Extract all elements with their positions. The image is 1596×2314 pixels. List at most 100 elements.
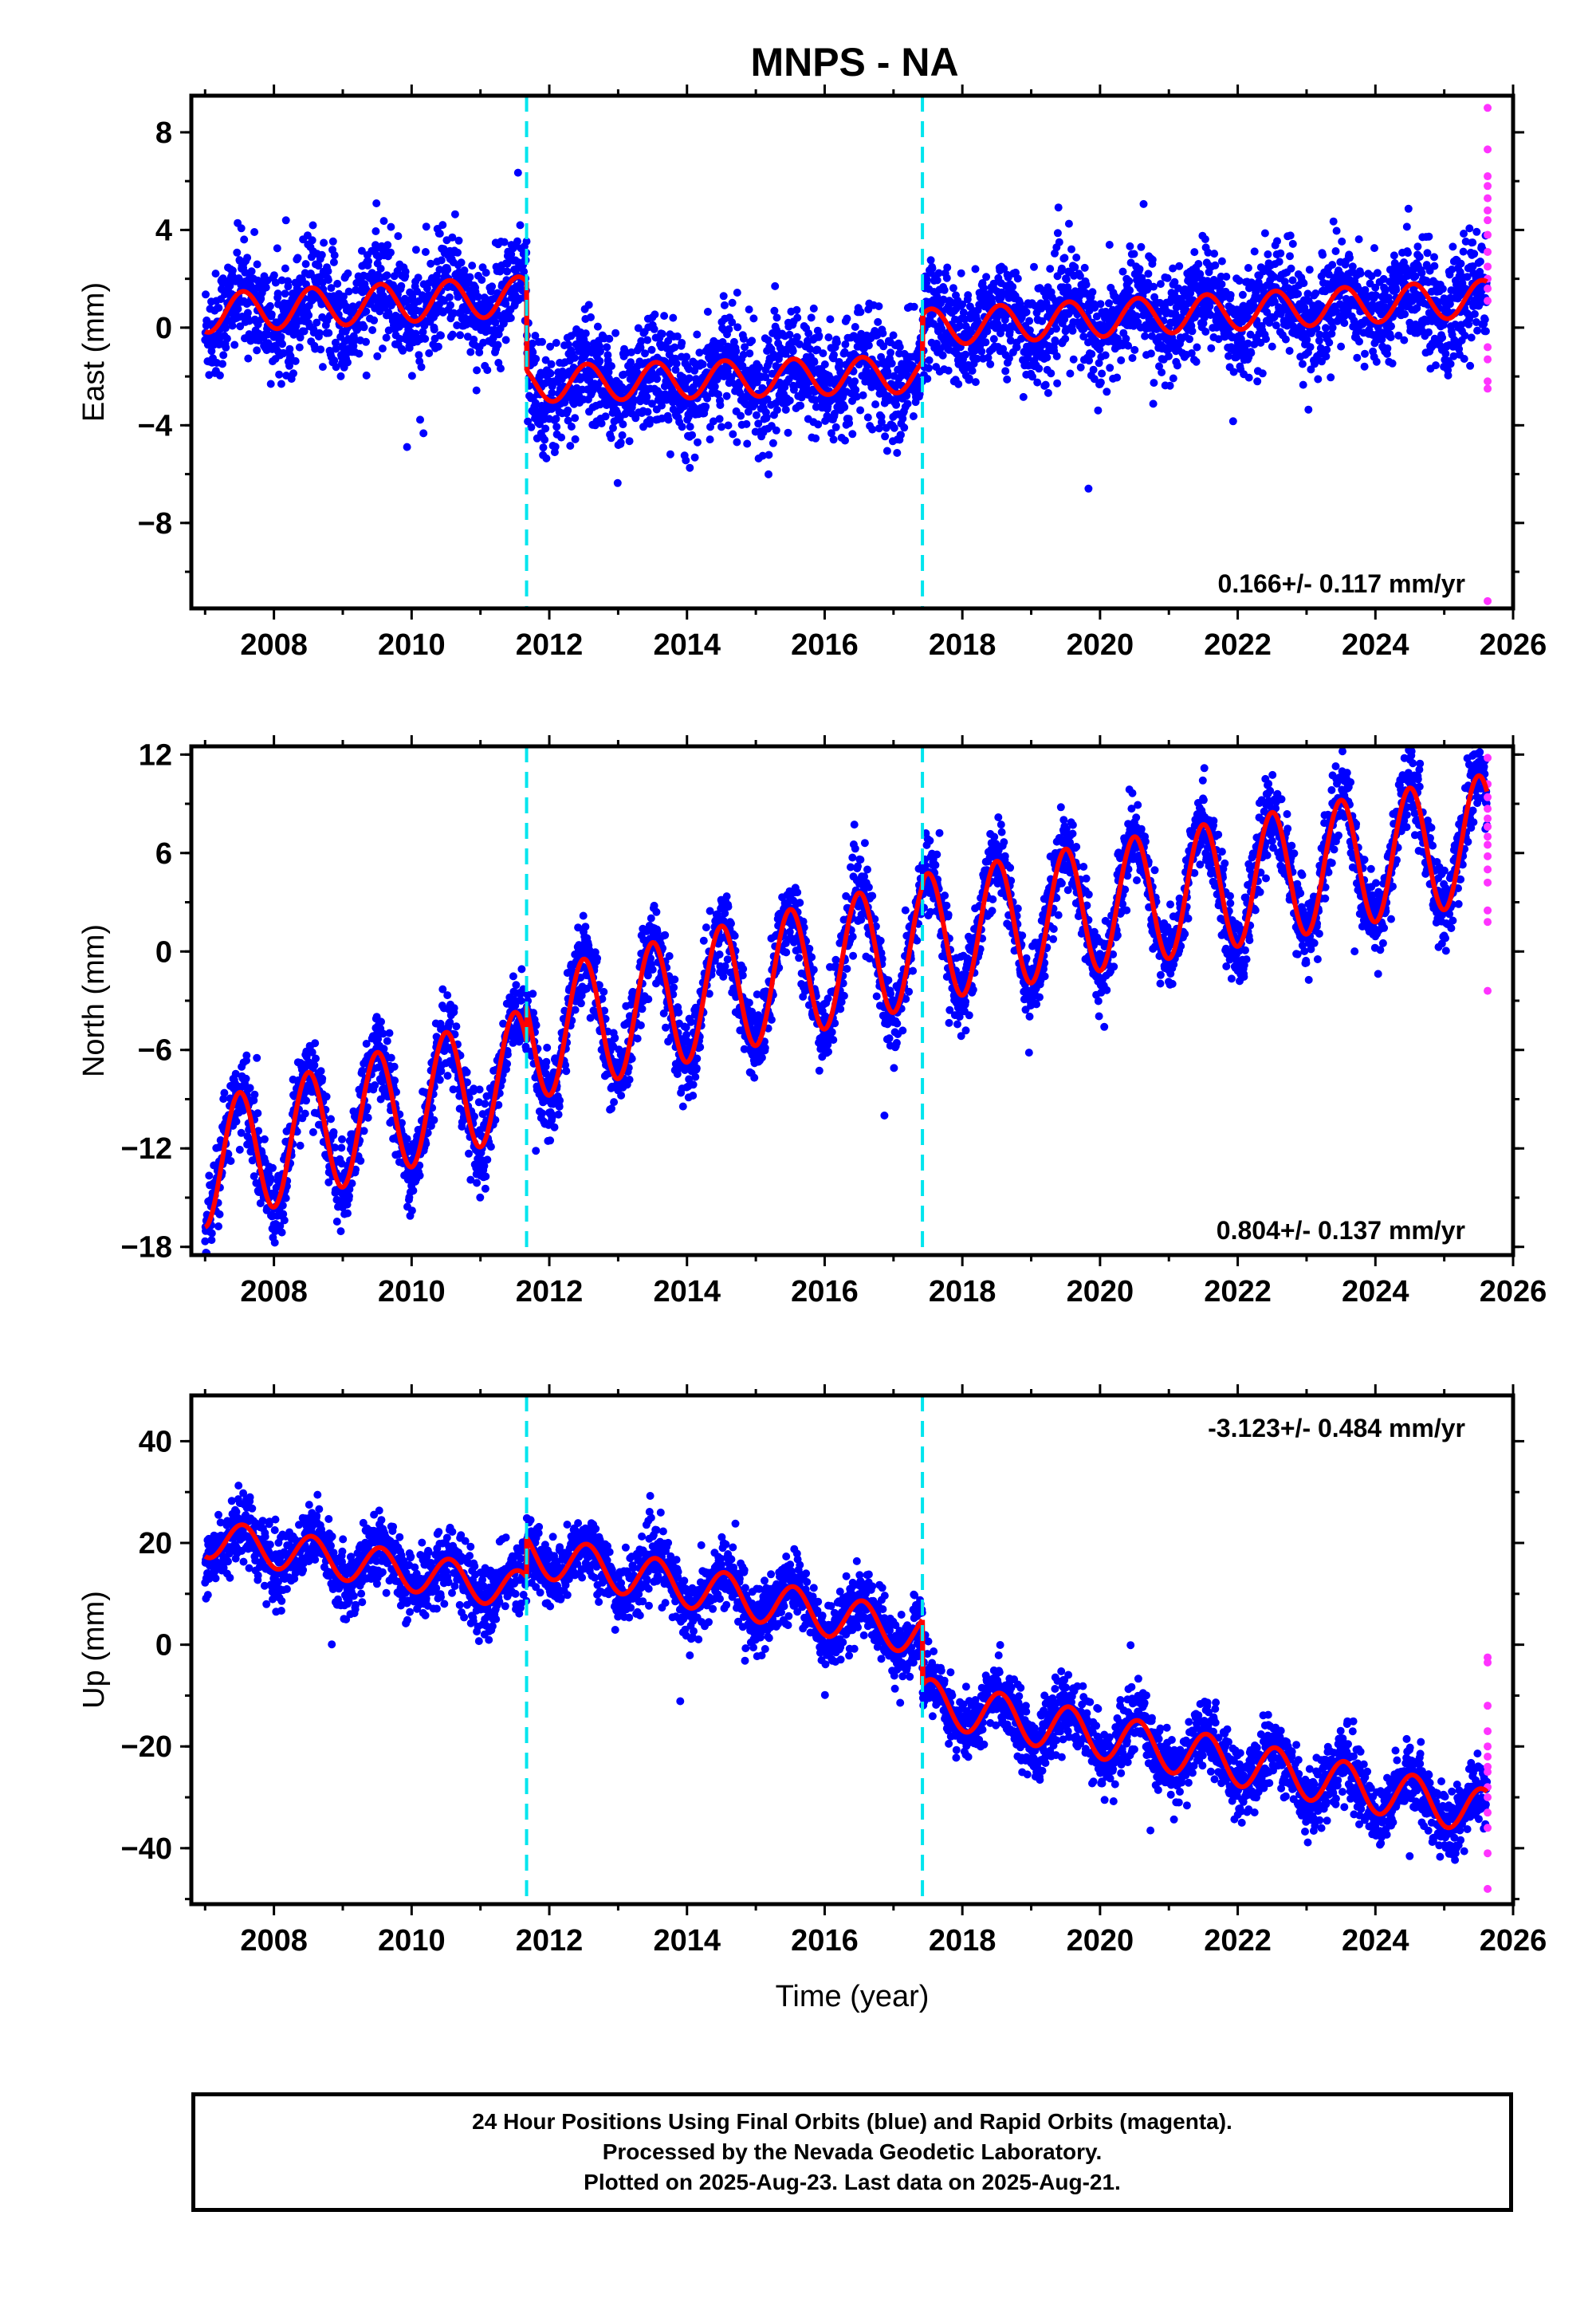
x-tick-label: 2010 xyxy=(378,1924,446,1958)
rapid-orbit-point xyxy=(1484,216,1492,225)
rapid-orbit-point xyxy=(1484,906,1492,915)
rapid-orbit-point xyxy=(1484,384,1492,393)
model-curve-segment xyxy=(524,281,925,404)
rapid-orbit-point xyxy=(1484,230,1492,239)
rate-label: -3.123+/- 0.484 mm/yr xyxy=(1208,1414,1465,1442)
rapid-orbit-point xyxy=(1484,1808,1492,1817)
rapid-orbit-point xyxy=(1484,355,1492,364)
rapid-orbit-point xyxy=(1484,918,1492,927)
rapid-orbit-point xyxy=(1484,172,1492,181)
y-tick-label: −18 xyxy=(121,1231,172,1265)
y-axis-label: North (mm) xyxy=(77,924,111,1077)
rapid-orbit-point xyxy=(1484,206,1492,214)
footer-line-1: 24 Hour Positions Using Final Orbits (bl… xyxy=(472,2109,1232,2134)
rapid-orbit-point xyxy=(1484,247,1492,256)
y-tick-label: −40 xyxy=(121,1832,172,1866)
final-orbit-points-up xyxy=(201,1482,1492,1864)
panel-frame-east xyxy=(189,93,1515,611)
x-tick-label: 2016 xyxy=(791,1924,859,1958)
plot-area-north xyxy=(201,746,1492,1255)
plot-area-east xyxy=(201,104,1492,605)
rapid-orbit-point xyxy=(1484,832,1492,841)
rapid-orbit-point xyxy=(1484,805,1492,813)
y-tick-label: 40 xyxy=(139,1425,172,1458)
x-tick-label: 2026 xyxy=(1480,1924,1547,1958)
x-tick-label: 2008 xyxy=(240,1924,308,1958)
rapid-orbit-point xyxy=(1484,814,1492,823)
rapid-orbit-point xyxy=(1484,986,1492,995)
rapid-orbit-point xyxy=(1484,1793,1492,1802)
x-tick-label: 2010 xyxy=(378,628,446,662)
panel-up: 2008 2010 2012 2014 2016 2018 2020 2022 2024 2026… xyxy=(77,1384,1547,2013)
model-curve-segment xyxy=(524,1536,925,1654)
rapid-orbit-point xyxy=(1484,262,1492,271)
model-curve-segment xyxy=(920,773,1490,998)
rapid-orbit-point xyxy=(1484,1849,1492,1858)
x-tick-label: 2010 xyxy=(378,1275,446,1309)
rate-label: 0.166+/- 0.117 mm/yr xyxy=(1218,569,1465,598)
rapid-orbit-point xyxy=(1484,596,1492,605)
rapid-orbit-point xyxy=(1484,1884,1492,1893)
rapid-orbit-point xyxy=(1484,852,1492,860)
x-tick-label: 2022 xyxy=(1204,1275,1272,1309)
rapid-orbit-point xyxy=(1484,1824,1492,1832)
rapid-orbit-point xyxy=(1484,1768,1492,1777)
x-tick-label: 2022 xyxy=(1204,1924,1272,1958)
y-tick-label: −8 xyxy=(138,507,172,541)
x-tick-label: 2012 xyxy=(516,628,584,662)
rapid-orbit-point xyxy=(1484,878,1492,887)
x-axis-label: Time (year) xyxy=(776,1980,930,2013)
panel-north: 2008 2010 2012 2014 2016 2018 2020 2022 2024 2026… xyxy=(77,735,1547,1309)
rate-label: 0.804+/- 0.137 mm/yr xyxy=(1217,1216,1465,1245)
x-tick-label: 2008 xyxy=(240,628,308,662)
chart-title: MNPS - NA xyxy=(750,40,958,85)
y-tick-label: 0 xyxy=(155,1629,172,1663)
x-tick-label: 2020 xyxy=(1067,1924,1134,1958)
rapid-orbit-point xyxy=(1484,145,1492,154)
rapid-orbit-point xyxy=(1484,343,1492,352)
y-tick-label: 20 xyxy=(139,1527,172,1560)
rapid-orbit-point xyxy=(1484,865,1492,874)
model-curve-segment xyxy=(920,1619,1489,1831)
y-tick-label: 12 xyxy=(139,738,172,772)
x-tick-label: 2020 xyxy=(1067,1275,1134,1309)
rapid-orbit-point xyxy=(1484,297,1492,305)
x-tick-label: 2014 xyxy=(653,628,721,662)
y-axis-label: Up (mm) xyxy=(77,1591,111,1709)
rapid-orbit-point xyxy=(1484,182,1492,191)
rapid-orbit-point xyxy=(1484,104,1492,112)
rapid-orbit-point xyxy=(1484,754,1492,762)
x-tick-label: 2014 xyxy=(653,1924,721,1958)
x-tick-label: 2020 xyxy=(1067,628,1134,662)
x-tick-label: 2012 xyxy=(516,1275,584,1309)
rapid-orbit-point xyxy=(1484,793,1492,801)
y-tick-label: 8 xyxy=(155,116,172,150)
chart-panels: 2008 2010 2012 2014 2016 2018 2020 2022 2024 2026… xyxy=(77,85,1547,2013)
rapid-orbit-point xyxy=(1484,1727,1492,1736)
y-tick-label: −4 xyxy=(138,409,172,443)
y-tick-label: −6 xyxy=(138,1034,172,1068)
x-tick-label: 2026 xyxy=(1480,628,1547,662)
x-tick-label: 2022 xyxy=(1204,628,1272,662)
x-tick-label: 2016 xyxy=(791,628,859,662)
rapid-orbit-point xyxy=(1484,284,1492,293)
model-curve-segment xyxy=(203,1522,529,1607)
footer-line-3: Plotted on 2025-Aug-23. Last data on 202… xyxy=(584,2170,1121,2194)
x-tick-label: 2024 xyxy=(1342,1275,1409,1309)
y-axis-label: East (mm) xyxy=(77,282,111,422)
footer-box: 24 Hour Positions Using Final Orbits (bl… xyxy=(191,2092,1513,2212)
rapid-orbit-point xyxy=(1484,1742,1492,1751)
y-tick-label: 6 xyxy=(155,837,172,871)
x-tick-label: 2012 xyxy=(516,1924,584,1958)
rapid-orbit-point xyxy=(1484,377,1492,386)
rapid-orbit-point xyxy=(1484,822,1492,831)
x-tick-label: 2014 xyxy=(653,1275,721,1309)
x-tick-label: 2018 xyxy=(929,1275,997,1309)
rapid-orbit-point xyxy=(1484,1752,1492,1761)
y-tick-label: 0 xyxy=(155,935,172,969)
x-tick-label: 2016 xyxy=(791,1275,859,1309)
x-tick-label: 2024 xyxy=(1342,1924,1409,1958)
x-tick-label: 2026 xyxy=(1480,1275,1547,1309)
model-curve-segment xyxy=(920,277,1489,362)
